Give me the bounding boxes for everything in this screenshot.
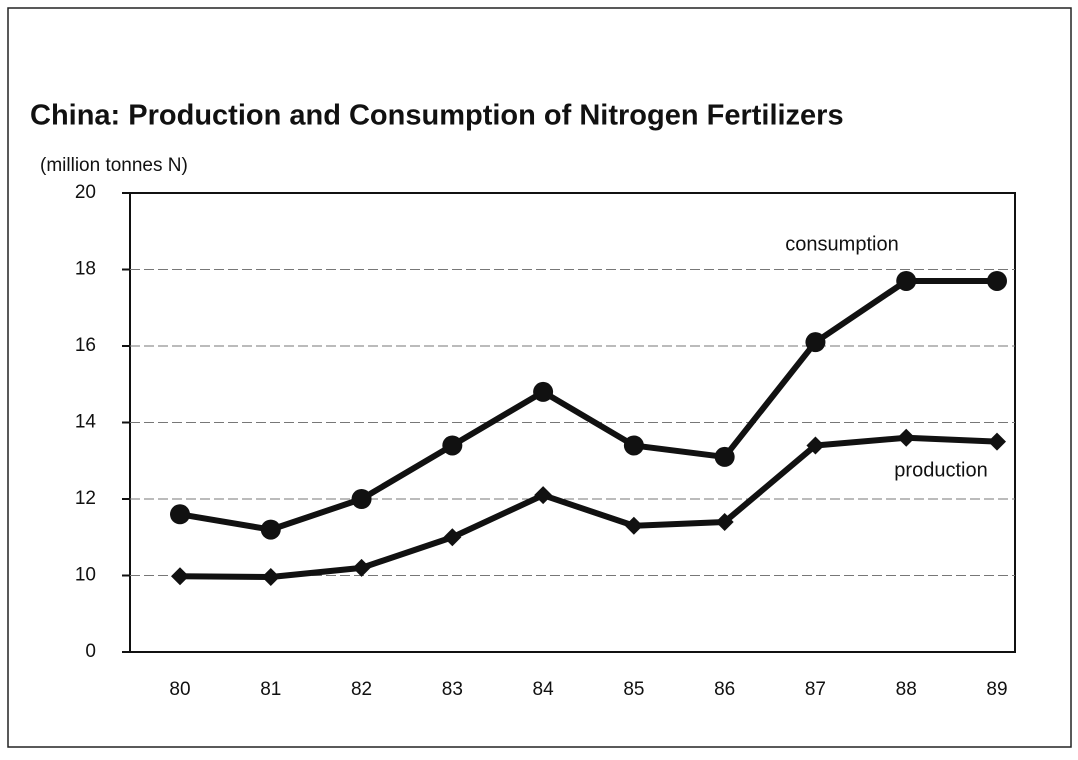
marker (624, 516, 643, 535)
x-tick-label: 89 (986, 679, 1007, 700)
y-tick-label: 10 (75, 565, 96, 586)
marker (534, 486, 553, 505)
x-tick-label: 88 (896, 679, 917, 700)
marker (260, 519, 281, 540)
y-tick-label: 16 (75, 335, 96, 356)
frame (7, 7, 1072, 748)
y-tick-label: 18 (75, 259, 96, 280)
y-axis-label: (million tonnes N) (40, 155, 188, 176)
marker (261, 568, 280, 587)
marker (897, 428, 916, 447)
marker (896, 270, 917, 291)
marker (170, 504, 190, 525)
marker (988, 432, 1006, 451)
x-tick-label: 84 (533, 679, 555, 700)
x-tick-label: 86 (714, 679, 735, 700)
y-tick-label: 20 (75, 182, 96, 203)
x-tick-label: 85 (623, 679, 644, 700)
marker (352, 558, 371, 577)
marker (715, 512, 734, 531)
marker (171, 567, 189, 586)
y-tick-label: 14 (75, 412, 97, 433)
marker (351, 489, 372, 509)
x-tick-label: 80 (169, 679, 190, 700)
x-tick-label: 87 (805, 679, 826, 700)
series-line (179, 277, 997, 533)
y-tick-label: 0 (85, 641, 96, 662)
series-label: production (894, 459, 987, 481)
x-tick-label: 82 (351, 679, 372, 700)
marker (805, 332, 826, 353)
marker (623, 435, 644, 456)
series-label: consumption (785, 233, 898, 255)
x-tick-label: 81 (260, 679, 281, 700)
y-tick-label: 12 (75, 488, 96, 509)
chart-title: China: Production and Consumption of Nit… (30, 100, 844, 132)
marker (443, 528, 462, 547)
marker (714, 446, 735, 467)
marker (442, 435, 463, 456)
series-line (179, 434, 998, 581)
marker (806, 436, 825, 455)
x-tick-label: 83 (442, 679, 463, 700)
marker (533, 381, 554, 402)
marker (987, 270, 1007, 291)
